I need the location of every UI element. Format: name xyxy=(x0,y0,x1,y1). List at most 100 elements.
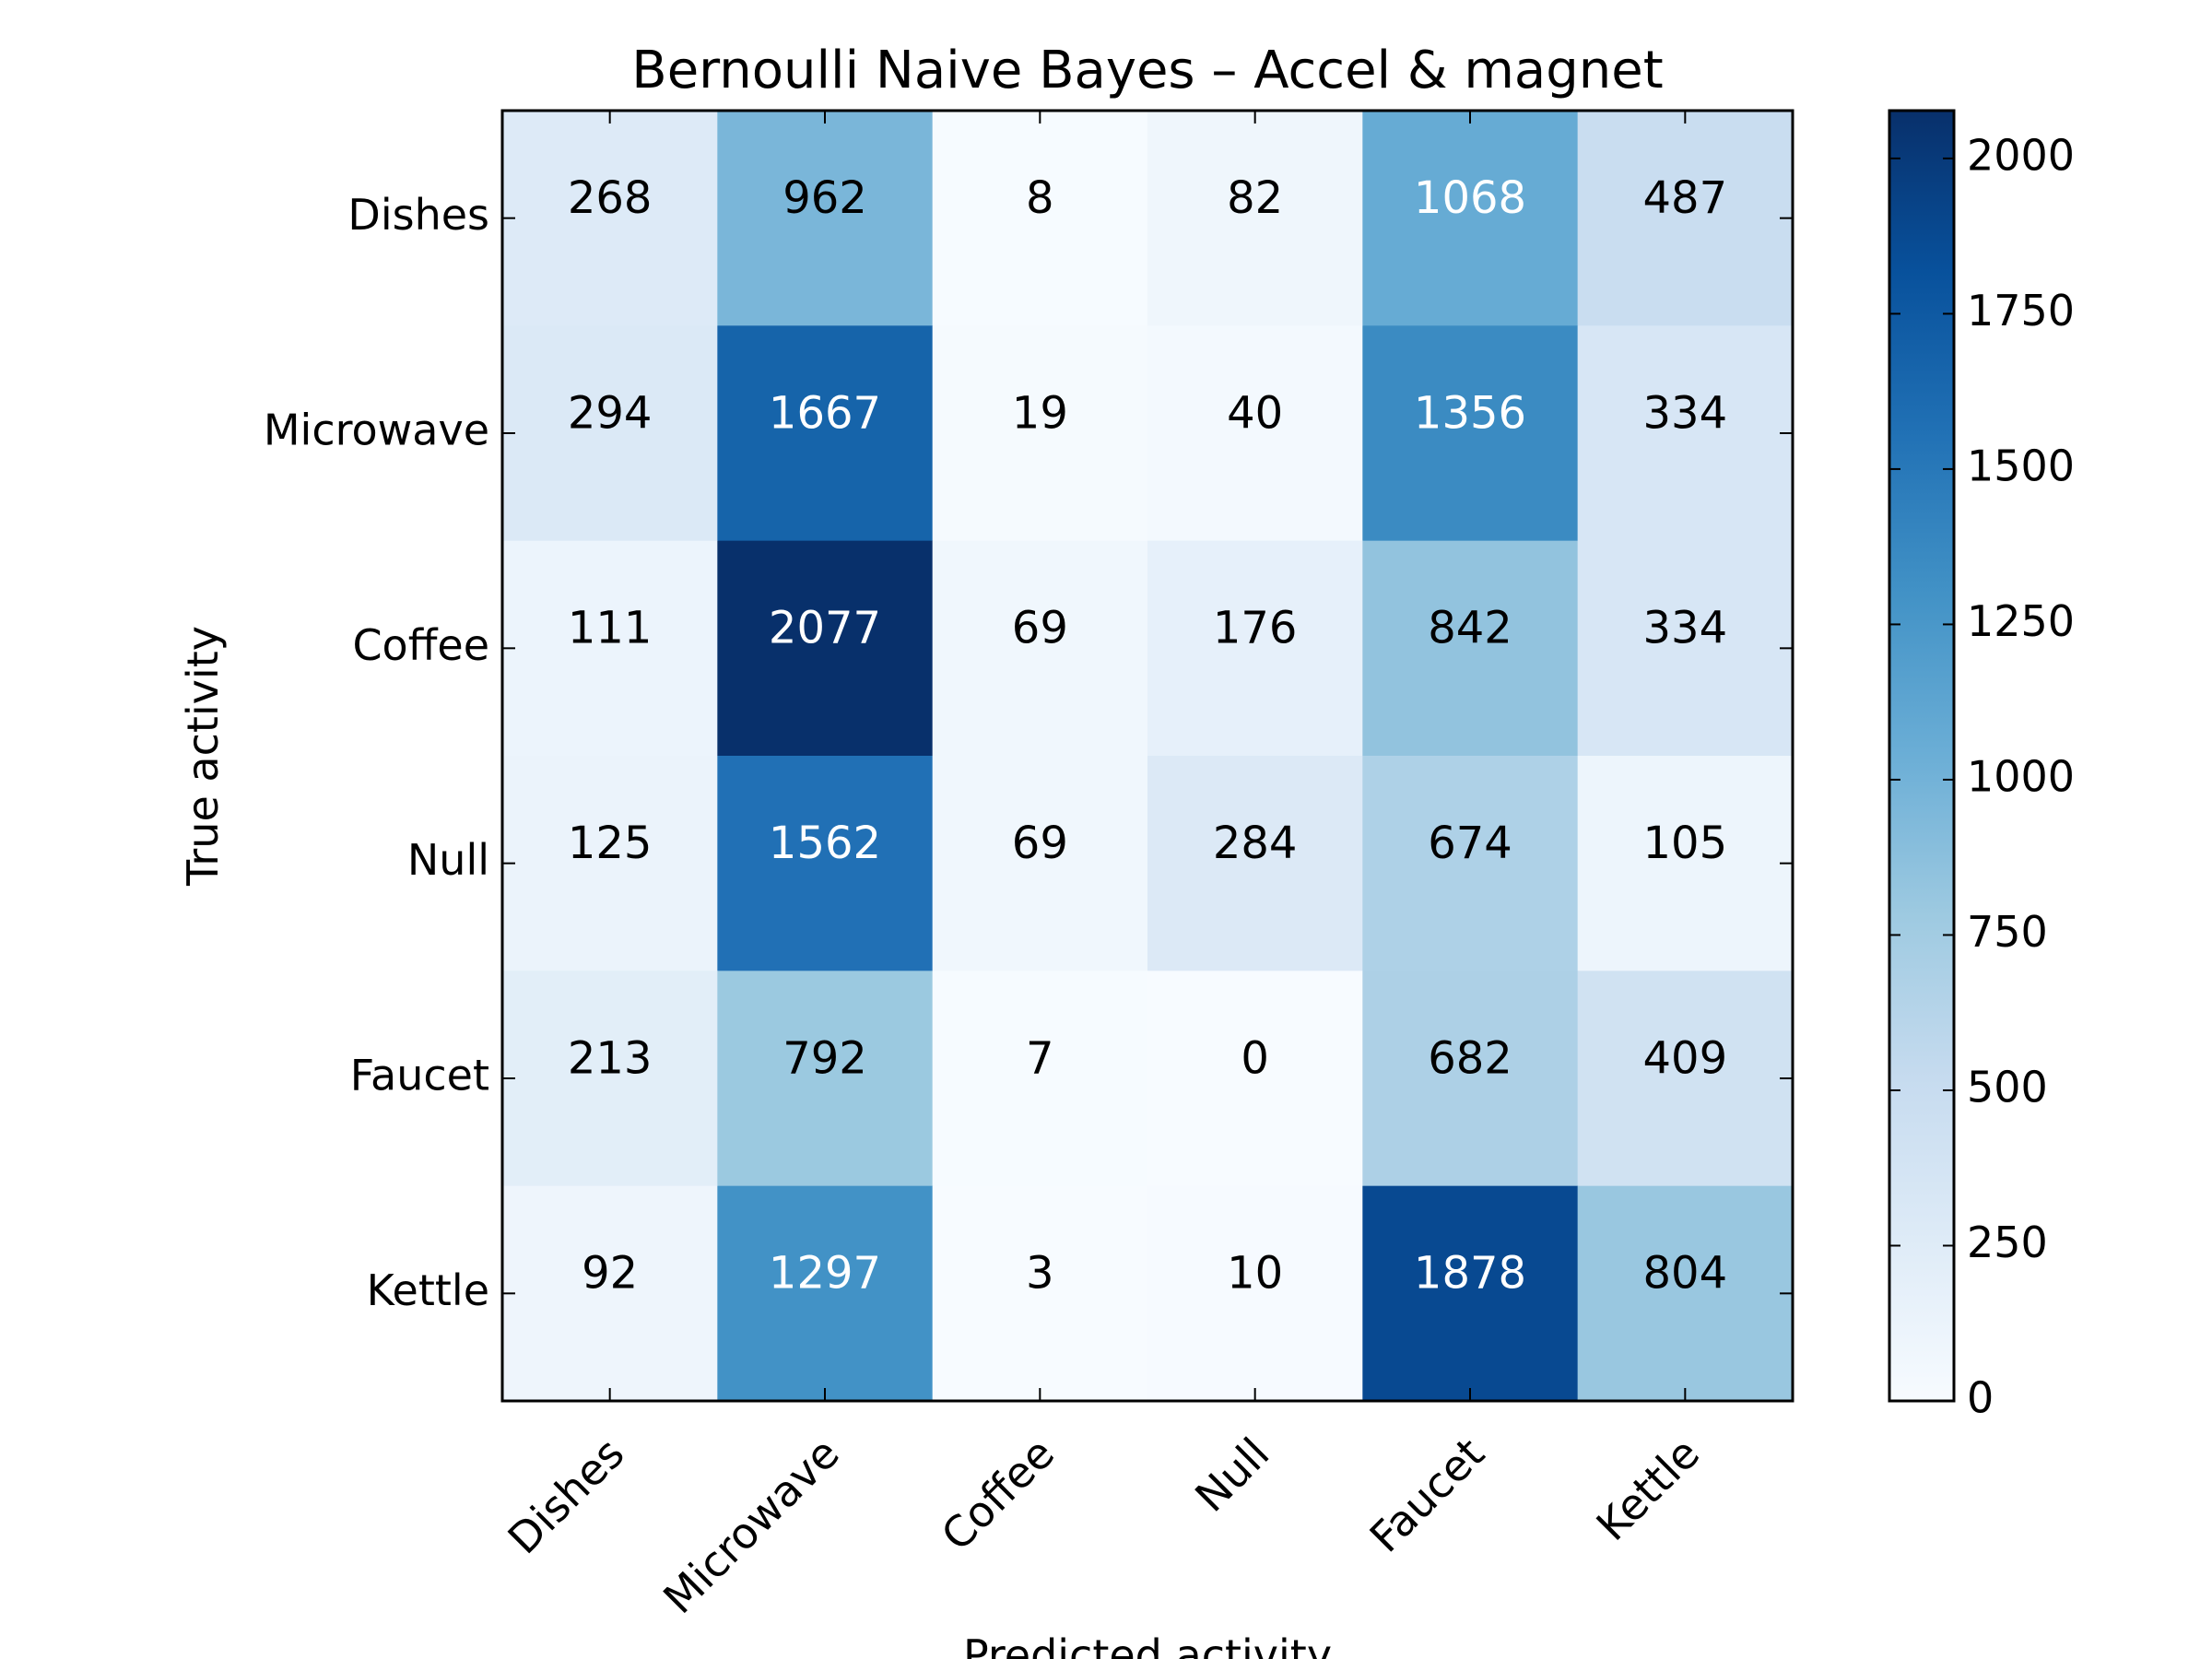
heatmap-cell-label: 0 xyxy=(1241,1032,1269,1084)
plot-frame xyxy=(500,109,1794,1403)
heatmap-cells xyxy=(502,111,1794,1402)
heatmap-cell xyxy=(932,971,1148,1187)
heatmap-cell-label: 125 xyxy=(568,818,653,869)
y-tick-label: Microwave xyxy=(264,406,489,455)
heatmap-cell-label: 1562 xyxy=(769,818,881,869)
colorbar-tick-label: 500 xyxy=(1967,1062,2048,1112)
heatmap-cell-label: 1667 xyxy=(769,387,881,439)
heatmap-cell-label: 294 xyxy=(568,387,653,439)
heatmap-cell xyxy=(1577,756,1794,971)
heatmap-cell-label: 8 xyxy=(1026,172,1054,224)
heatmap-cell-label: 842 xyxy=(1428,603,1512,654)
y-tick-label: Coffee xyxy=(352,620,489,670)
heatmap-cell xyxy=(1577,971,1794,1187)
heatmap-cell xyxy=(1362,1185,1579,1402)
heatmap-cell-labels: 268 962 8 82 1068 487 294 1667 19 40 1356 334 111 207… xyxy=(568,172,1727,1300)
y-tick-label: Null xyxy=(407,835,489,885)
heatmap-cell xyxy=(502,111,718,326)
colorbar-tick-label: 750 xyxy=(1967,907,2048,957)
x-axis-label: Predicted activity xyxy=(963,1630,1332,1659)
heatmap-cell-label: 92 xyxy=(582,1248,638,1300)
heatmap-cell-label: 111 xyxy=(568,603,653,654)
x-tick-label: Faucet xyxy=(1360,1429,1494,1562)
y-tick-label: Kettle xyxy=(367,1265,489,1315)
heatmap-cell xyxy=(502,325,718,542)
heatmap-cell-label: 2077 xyxy=(769,603,881,654)
heatmap-cell xyxy=(1147,540,1363,757)
x-tick-label: Coffee xyxy=(932,1429,1064,1560)
heatmap-cell xyxy=(1362,111,1579,326)
heatmap-cell xyxy=(932,756,1148,971)
heatmap-cell-label: 268 xyxy=(568,172,653,224)
heatmap-cell xyxy=(1577,111,1794,326)
heatmap-cell xyxy=(717,971,934,1187)
y-axis-label: True activity xyxy=(178,626,228,887)
heatmap-cell-label: 19 xyxy=(1012,387,1068,439)
colorbar-tick-label: 1250 xyxy=(1967,596,2075,646)
heatmap-cell xyxy=(717,1185,934,1402)
colorbar-ticks: 0 250 500 750 1000 1250 1500 1750 2000 xyxy=(1889,130,2075,1423)
axis-ticks xyxy=(502,111,1793,1401)
heatmap-cell xyxy=(1577,540,1794,757)
heatmap-cell xyxy=(1577,1185,1794,1402)
heatmap-cell-label: 1356 xyxy=(1414,387,1526,439)
heatmap-cell xyxy=(1147,971,1363,1187)
colorbar-tick-label: 2000 xyxy=(1967,130,2075,180)
heatmap-cell-label: 409 xyxy=(1643,1032,1728,1084)
heatmap-cell-label: 69 xyxy=(1012,603,1068,654)
x-tick-labels: Dishes Microwave Coffee Null Faucet Kettle xyxy=(499,1429,1709,1624)
colorbar-tick-label: 1750 xyxy=(1967,286,2075,335)
heatmap-cell xyxy=(932,540,1148,757)
x-tick-label: Null xyxy=(1185,1429,1278,1522)
heatmap-cell-label: 3 xyxy=(1026,1248,1054,1300)
heatmap-cell-label: 284 xyxy=(1213,818,1298,869)
heatmap-cell xyxy=(932,1185,1148,1402)
colorbar-tick-label: 0 xyxy=(1967,1373,1994,1423)
heatmap-cell-label: 1068 xyxy=(1414,172,1526,224)
y-tick-label: Faucet xyxy=(350,1051,489,1100)
heatmap-cell xyxy=(502,1185,718,1402)
heatmap-cell-label: 82 xyxy=(1227,172,1283,224)
colorbar xyxy=(1888,109,1956,1403)
heatmap-cell-label: 487 xyxy=(1643,172,1728,224)
heatmap-cell xyxy=(502,756,718,971)
x-tick-label: Dishes xyxy=(499,1429,634,1564)
heatmap-cell-label: 105 xyxy=(1643,818,1728,869)
heatmap-cell xyxy=(1362,540,1579,757)
heatmap-cell-label: 69 xyxy=(1012,818,1068,869)
heatmap-cell-label: 334 xyxy=(1643,387,1728,439)
heatmap-cell xyxy=(717,756,934,971)
heatmap-cell xyxy=(717,325,934,542)
heatmap-cell-label: 962 xyxy=(782,172,867,224)
chart-title: Bernoulli Naive Bayes – Accel & magnet xyxy=(631,41,1663,100)
heatmap-cell-label: 7 xyxy=(1026,1032,1054,1084)
heatmap-cell xyxy=(717,540,934,757)
heatmap-cell-label: 10 xyxy=(1227,1248,1283,1300)
heatmap-cell-label: 1297 xyxy=(769,1248,881,1300)
heatmap-cell-label: 804 xyxy=(1643,1248,1728,1300)
colorbar-tick-label: 1500 xyxy=(1967,441,2075,490)
heatmap-cell-label: 213 xyxy=(568,1032,653,1084)
heatmap-cell xyxy=(1577,325,1794,542)
heatmap-cell xyxy=(932,111,1148,326)
y-tick-label: Dishes xyxy=(347,190,489,240)
heatmap-cell xyxy=(1147,756,1363,971)
heatmap-cell-label: 682 xyxy=(1428,1032,1512,1084)
heatmap-cell-label: 674 xyxy=(1428,818,1512,869)
heatmap-cell xyxy=(717,111,934,326)
heatmap-cell xyxy=(502,540,718,757)
x-tick-label: Microwave xyxy=(653,1429,849,1624)
heatmap-cell xyxy=(932,325,1148,542)
heatmap-cell-label: 334 xyxy=(1643,603,1728,654)
x-tick-label: Kettle xyxy=(1587,1429,1709,1550)
heatmap-cell-label: 792 xyxy=(782,1032,867,1084)
heatmap-cell xyxy=(1147,111,1363,326)
heatmap-cell-label: 40 xyxy=(1227,387,1283,439)
heatmap-cell xyxy=(1362,325,1579,542)
y-tick-labels: Dishes Microwave Coffee Null Faucet Kettle xyxy=(264,190,489,1315)
heatmap-cell-label: 1878 xyxy=(1414,1248,1526,1300)
heatmap-cell xyxy=(1362,756,1579,971)
heatmap-cell xyxy=(502,971,718,1187)
